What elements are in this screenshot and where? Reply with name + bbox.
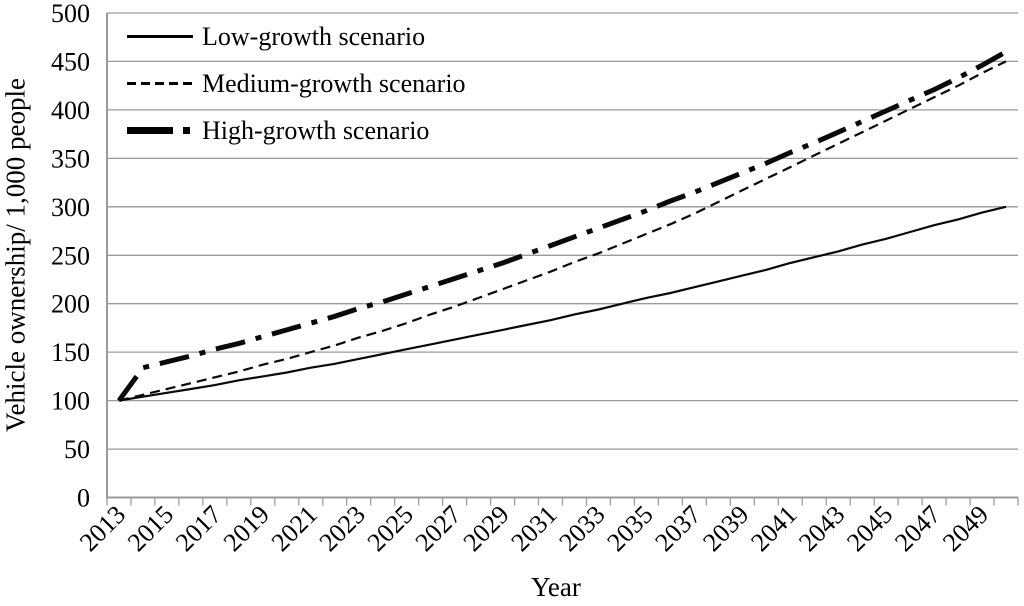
- svg-text:2029: 2029: [458, 500, 515, 557]
- legend-label-medium: Medium-growth scenario: [202, 68, 466, 98]
- svg-text:500: 500: [51, 0, 90, 28]
- legend-label-low: Low-growth scenario: [202, 21, 426, 51]
- svg-text:2039: 2039: [697, 500, 754, 557]
- legend-item-medium: Medium-growth scenario: [127, 60, 466, 107]
- svg-text:250: 250: [51, 241, 90, 270]
- high-growth-line-swatch-icon: [127, 127, 193, 134]
- svg-text:2031: 2031: [505, 500, 562, 557]
- low-growth-line-swatch-icon: [127, 35, 193, 38]
- svg-text:2017: 2017: [170, 500, 227, 557]
- legend-item-low: Low-growth scenario: [127, 13, 466, 60]
- y-axis-title: Vehicle ownership/ 1,000 people: [0, 78, 31, 432]
- x-axis-title: Year: [531, 572, 581, 602]
- svg-text:2049: 2049: [937, 500, 994, 557]
- svg-text:100: 100: [51, 387, 90, 416]
- svg-text:2041: 2041: [745, 500, 802, 557]
- svg-text:2045: 2045: [841, 500, 898, 557]
- svg-text:2043: 2043: [793, 500, 850, 557]
- svg-text:150: 150: [51, 338, 90, 367]
- svg-text:0: 0: [77, 484, 90, 513]
- legend-item-high: High-growth scenario: [127, 107, 466, 154]
- svg-text:2047: 2047: [889, 500, 946, 557]
- svg-text:2025: 2025: [362, 500, 419, 557]
- svg-text:350: 350: [51, 144, 90, 173]
- svg-text:2037: 2037: [649, 500, 706, 557]
- svg-text:200: 200: [51, 290, 90, 319]
- svg-text:450: 450: [51, 47, 90, 76]
- svg-text:2021: 2021: [266, 500, 323, 557]
- svg-text:2027: 2027: [410, 500, 467, 557]
- svg-text:50: 50: [64, 435, 90, 464]
- svg-text:2015: 2015: [122, 500, 179, 557]
- legend-label-high: High-growth scenario: [202, 115, 430, 145]
- svg-text:400: 400: [51, 96, 90, 125]
- legend: Low-growth scenario Medium-growth scenar…: [127, 13, 466, 154]
- svg-text:300: 300: [51, 193, 90, 222]
- svg-text:2023: 2023: [314, 500, 371, 557]
- svg-text:2035: 2035: [601, 500, 658, 557]
- svg-text:2033: 2033: [553, 500, 610, 557]
- medium-growth-line-swatch-icon: [127, 82, 193, 85]
- svg-text:2019: 2019: [218, 500, 275, 557]
